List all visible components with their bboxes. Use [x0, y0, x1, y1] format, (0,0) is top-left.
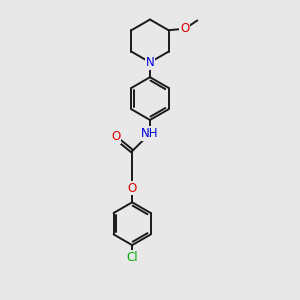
Text: NH: NH: [141, 127, 159, 140]
Text: N: N: [146, 56, 154, 69]
Text: O: O: [180, 22, 190, 35]
Text: Cl: Cl: [126, 251, 138, 264]
Text: O: O: [128, 182, 137, 194]
Text: O: O: [111, 130, 120, 143]
